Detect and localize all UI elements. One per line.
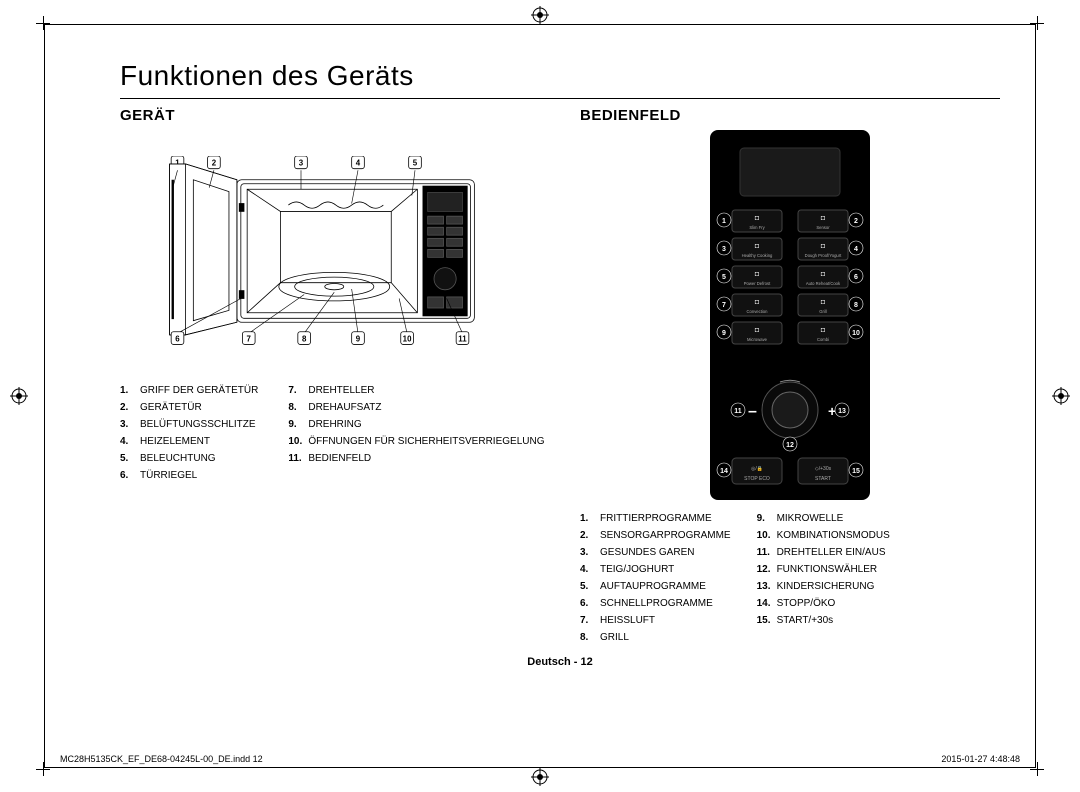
panel-legend: 1.FRITTIERPROGRAMME2.SENSORGARPROGRAMME3… bbox=[580, 510, 1000, 646]
crop-mark bbox=[36, 16, 50, 30]
registration-mark bbox=[531, 768, 549, 786]
registration-mark bbox=[1052, 387, 1070, 405]
svg-text:12: 12 bbox=[786, 442, 794, 449]
svg-text:10: 10 bbox=[852, 330, 860, 337]
legend-item: 6.TÜRRIEGEL bbox=[120, 467, 258, 484]
svg-text:7: 7 bbox=[722, 302, 726, 309]
svg-text:4: 4 bbox=[356, 159, 361, 168]
svg-text:◘: ◘ bbox=[755, 327, 759, 334]
svg-text:14: 14 bbox=[720, 468, 728, 475]
svg-text:2: 2 bbox=[854, 218, 858, 225]
panel-section-title: BEDIENFELD bbox=[580, 107, 1000, 124]
legend-item: 4.TEIG/JOGHURT bbox=[580, 561, 731, 578]
svg-text:4: 4 bbox=[854, 246, 858, 253]
registration-mark bbox=[10, 387, 28, 405]
svg-text:9: 9 bbox=[722, 330, 726, 337]
svg-text:◘: ◘ bbox=[821, 215, 825, 222]
svg-text:◘: ◘ bbox=[755, 271, 759, 278]
svg-text:2: 2 bbox=[212, 159, 217, 168]
control-panel-diagram: ◘ Slim Fry ◘ Sensor ◘ Healthy Cooking ◘ Dough P… bbox=[680, 130, 900, 500]
svg-text:11: 11 bbox=[458, 334, 467, 343]
svg-text:3: 3 bbox=[722, 246, 726, 253]
svg-text:◘: ◘ bbox=[755, 299, 759, 306]
page-title: Funktionen des Geräts bbox=[120, 60, 1000, 99]
crop-mark bbox=[36, 762, 50, 776]
svg-text:◘: ◘ bbox=[755, 215, 759, 222]
legend-item: 10.ÖFFNUNGEN FÜR SICHERHEITSVERRIEGELUNG bbox=[288, 433, 544, 450]
legend-item: 1.FRITTIERPROGRAMME bbox=[580, 510, 731, 527]
microwave-illustration: 12345 bbox=[120, 156, 520, 346]
svg-text:8: 8 bbox=[854, 302, 858, 309]
legend-item: 12.FUNKTIONSWÄHLER bbox=[757, 561, 890, 578]
legend-item: 10.KOMBINATIONSMODUS bbox=[757, 527, 890, 544]
svg-text:Sensor: Sensor bbox=[816, 225, 830, 230]
legend-item: 11.DREHTELLER EIN/AUS bbox=[757, 544, 890, 561]
svg-text:◇/+30s: ◇/+30s bbox=[815, 466, 832, 472]
svg-text:Convection: Convection bbox=[747, 309, 769, 314]
svg-text:◘: ◘ bbox=[821, 299, 825, 306]
legend-item: 8.DREHAUFSATZ bbox=[288, 399, 544, 416]
indd-timestamp: 2015-01-27 4:48:48 bbox=[941, 754, 1020, 764]
legend-item: 4.HEIZELEMENT bbox=[120, 433, 258, 450]
legend-item: 1.GRIFF DER GERÄTETÜR bbox=[120, 382, 258, 399]
svg-text:6: 6 bbox=[854, 274, 858, 281]
legend-item: 15.START/+30s bbox=[757, 612, 890, 629]
svg-text:Grill: Grill bbox=[819, 309, 827, 314]
svg-text:5: 5 bbox=[413, 159, 418, 168]
device-section-title: GERÄT bbox=[120, 107, 550, 124]
legend-item: 9.MIKROWELLE bbox=[757, 510, 890, 527]
legend-item: 5.AUFTAUPROGRAMME bbox=[580, 578, 731, 595]
svg-text:STOP ECO: STOP ECO bbox=[744, 476, 770, 482]
legend-item: 2.SENSORGARPROGRAMME bbox=[580, 527, 731, 544]
svg-text:10: 10 bbox=[403, 334, 412, 343]
indd-filename: MC28H5135CK_EF_DE68-04245L-00_DE.indd 12 bbox=[60, 754, 263, 764]
svg-text:Slim Fry: Slim Fry bbox=[749, 225, 765, 230]
svg-text:◘: ◘ bbox=[821, 327, 825, 334]
legend-item: 11.BEDIENFELD bbox=[288, 450, 544, 467]
svg-text:9: 9 bbox=[356, 334, 361, 343]
device-diagram: 12345 bbox=[120, 130, 520, 370]
svg-text:Healthy Cooking: Healthy Cooking bbox=[742, 253, 773, 258]
svg-text:5: 5 bbox=[722, 274, 726, 281]
svg-text:Auto Reheat/Cook: Auto Reheat/Cook bbox=[806, 281, 841, 286]
legend-item: 9.DREHRING bbox=[288, 416, 544, 433]
svg-text:7: 7 bbox=[247, 334, 252, 343]
svg-text:START: START bbox=[815, 476, 831, 482]
svg-text:6: 6 bbox=[175, 334, 180, 343]
print-footer: MC28H5135CK_EF_DE68-04245L-00_DE.indd 12… bbox=[60, 754, 1020, 764]
svg-text:–: – bbox=[748, 403, 757, 420]
svg-text:15: 15 bbox=[852, 468, 860, 475]
svg-text:◘: ◘ bbox=[821, 243, 825, 250]
svg-text:◎/🔒: ◎/🔒 bbox=[751, 465, 763, 472]
legend-item: 8.GRILL bbox=[580, 629, 731, 646]
legend-item: 3.BELÜFTUNGSSCHLITZE bbox=[120, 416, 258, 433]
legend-item: 7.DREHTELLER bbox=[288, 382, 544, 399]
legend-item: 13.KINDERSICHERUNG bbox=[757, 578, 890, 595]
device-legend: 1.GRIFF DER GERÄTETÜR2.GERÄTETÜR3.BELÜFT… bbox=[120, 382, 550, 484]
svg-text:Dough Proof/Yogurt: Dough Proof/Yogurt bbox=[805, 253, 842, 258]
crop-mark bbox=[1030, 762, 1044, 776]
page-content: Funktionen des Geräts GERÄT 12345 bbox=[120, 60, 1000, 742]
svg-text:3: 3 bbox=[299, 159, 304, 168]
svg-text:Microwave: Microwave bbox=[747, 337, 768, 342]
legend-item: 2.GERÄTETÜR bbox=[120, 399, 258, 416]
legend-item: 5.BELEUCHTUNG bbox=[120, 450, 258, 467]
legend-item: 6.SCHNELLPROGRAMME bbox=[580, 595, 731, 612]
svg-text:1: 1 bbox=[722, 218, 726, 225]
svg-text:11: 11 bbox=[734, 408, 742, 415]
svg-text:◘: ◘ bbox=[821, 271, 825, 278]
svg-text:Power Defrost: Power Defrost bbox=[744, 281, 771, 286]
crop-mark bbox=[1030, 16, 1044, 30]
legend-item: 7.HEISSLUFT bbox=[580, 612, 731, 629]
page-number: Deutsch - 12 bbox=[120, 656, 1000, 668]
svg-text:8: 8 bbox=[302, 334, 307, 343]
legend-item: 14.STOPP/ÖKO bbox=[757, 595, 890, 612]
svg-text:Combi: Combi bbox=[817, 337, 829, 342]
legend-item: 3.GESUNDES GAREN bbox=[580, 544, 731, 561]
svg-text:13: 13 bbox=[838, 408, 846, 415]
registration-mark bbox=[531, 6, 549, 24]
svg-text:◘: ◘ bbox=[755, 243, 759, 250]
